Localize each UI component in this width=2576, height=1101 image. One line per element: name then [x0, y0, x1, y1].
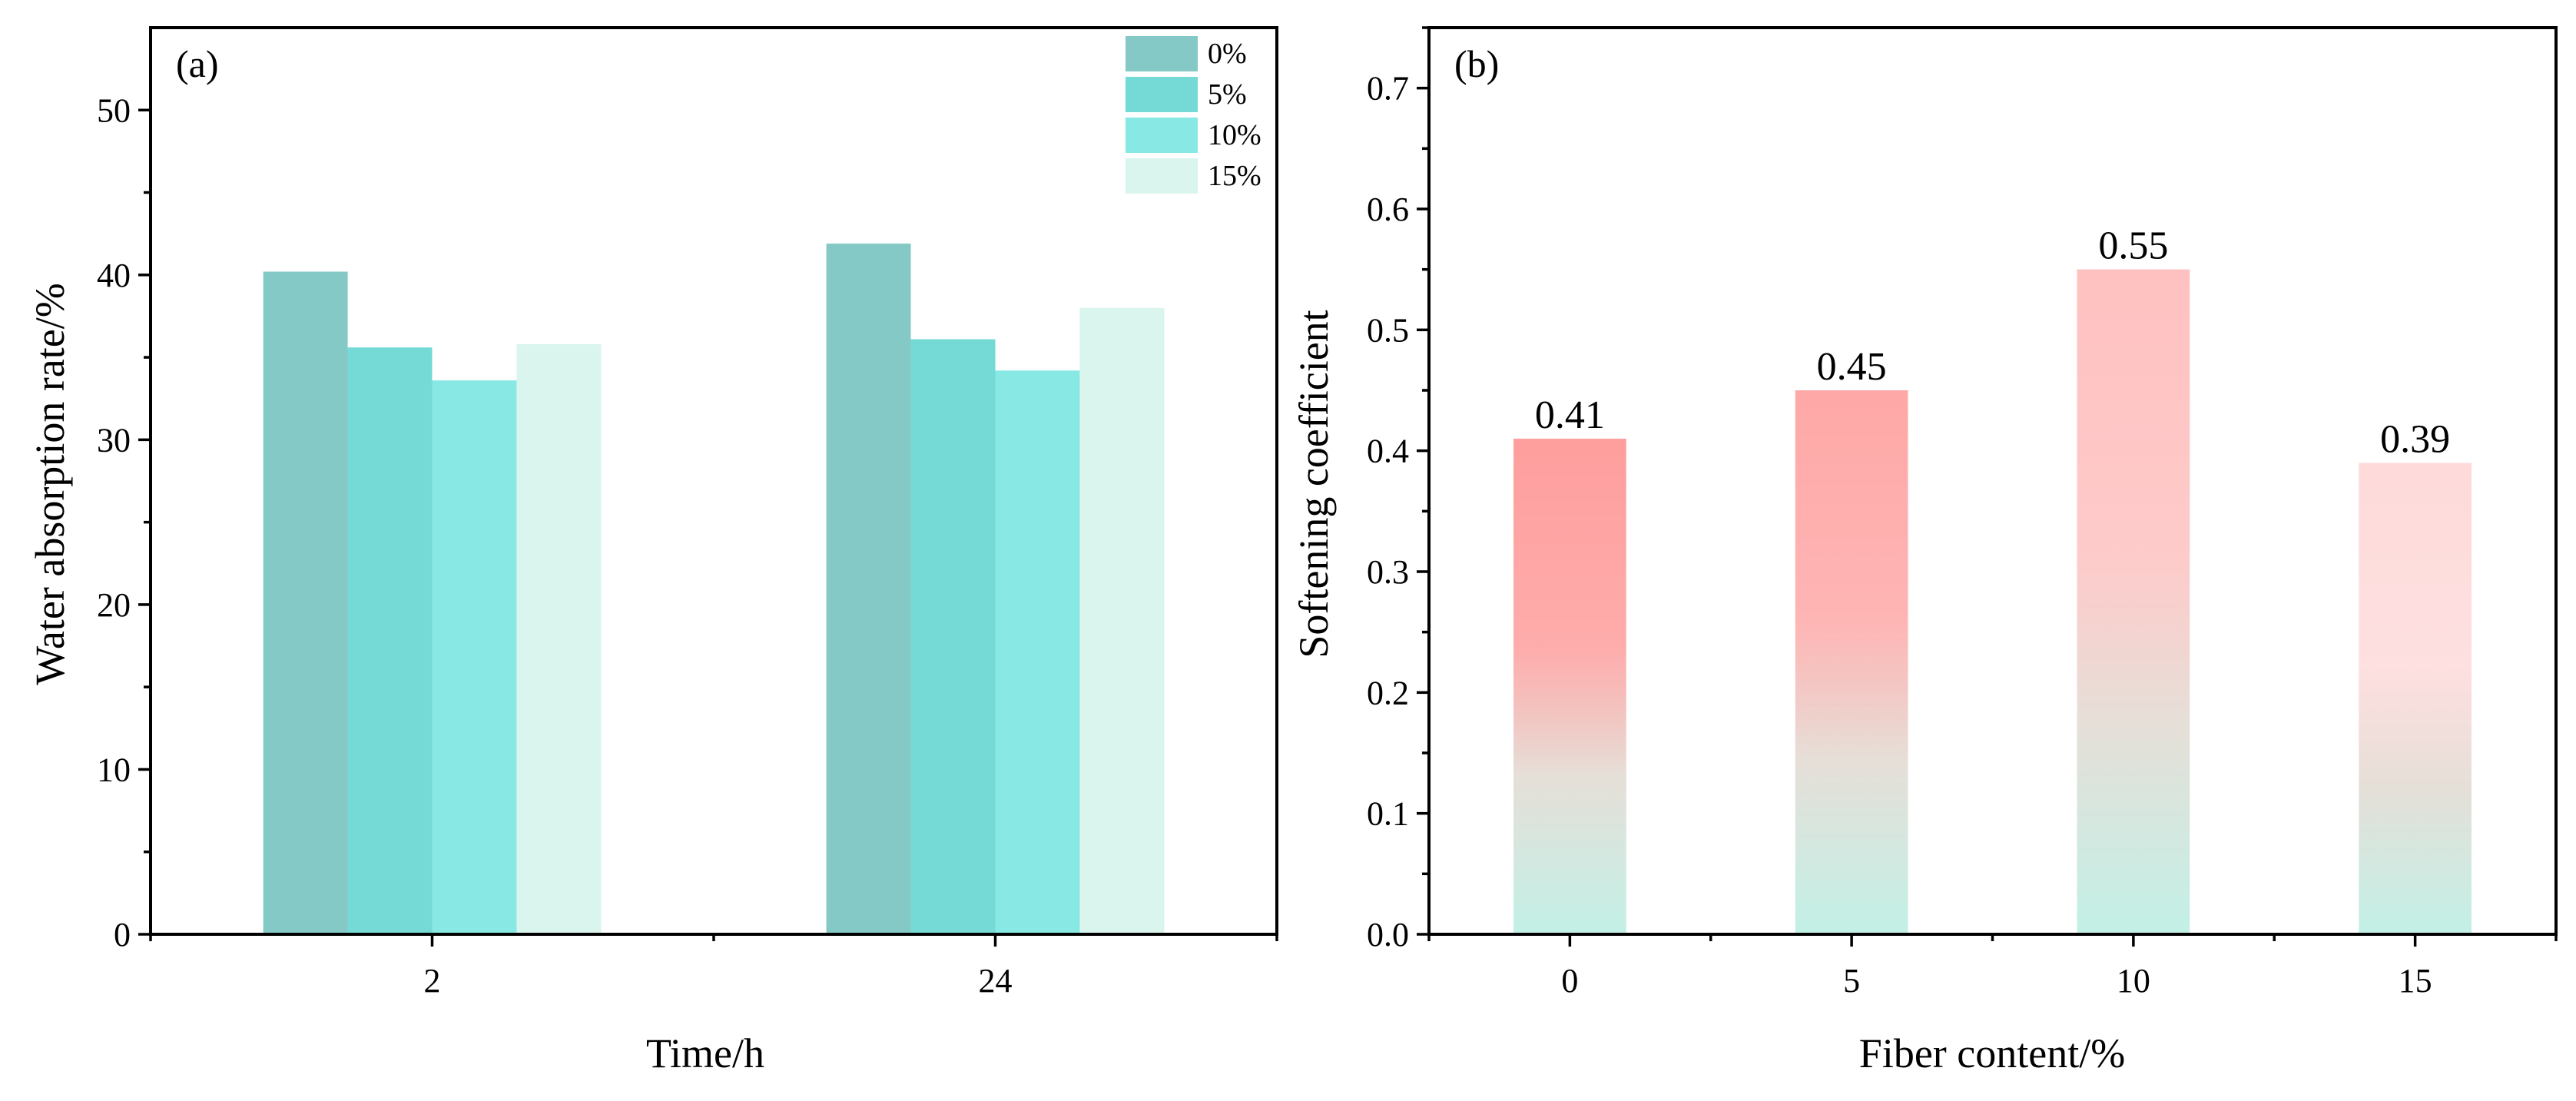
y-tick-label: 30 [97, 421, 131, 459]
legend-swatch-15pct [1126, 158, 1198, 194]
bar-5pct-2 [347, 347, 433, 935]
data-label: 0.41 [1535, 393, 1605, 437]
bar-15pct-2 [516, 343, 602, 935]
bar-15pct-24 [1079, 307, 1165, 934]
panel-label-a: (a) [176, 42, 219, 85]
x-tick-label: 10 [2117, 962, 2150, 1000]
data-label: 0.55 [2098, 224, 2168, 268]
legend-swatch-5pct [1126, 77, 1198, 112]
y-tick-label: 0.5 [1367, 311, 1409, 349]
bar-15 [2359, 463, 2472, 934]
y-tick-label: 0.0 [1367, 916, 1409, 953]
y-tick-label: 20 [97, 586, 131, 624]
y-tick-label: 0.6 [1367, 191, 1409, 228]
y-axis: 0.0 0.1 0.2 0.3 0.4 0.5 0.6 0.7 [1367, 26, 1429, 953]
bar-0 [1513, 438, 1626, 934]
y-axis: 0 10 20 30 40 50 [97, 91, 151, 953]
y-tick-label: 50 [97, 91, 131, 129]
bar-5 [1795, 390, 1908, 934]
x-tick-label: 24 [979, 962, 1013, 1000]
x-tick-label: 0 [1561, 962, 1578, 1000]
x-tick-label: 15 [2399, 962, 2432, 1000]
y-tick-label: 0.3 [1367, 553, 1409, 591]
bar-10pct-24 [995, 370, 1080, 935]
x-axis-title: Fiber content/% [1859, 1030, 2125, 1076]
legend: 0% 5% 10% 15% [1126, 36, 1261, 194]
softening-coefficient-chart: 0.410.450.550.39 0.00.10.20.30.40.50.60.… [1291, 26, 2558, 1076]
bar-10pct-2 [432, 380, 517, 934]
y-tick-label: 0.1 [1367, 795, 1409, 833]
bar-5pct-24 [910, 339, 996, 934]
y-tick-label: 0 [114, 916, 131, 953]
bar-0pct-2 [263, 271, 348, 934]
bars-group [263, 244, 1165, 935]
x-axis: 0 5 10 15 [1427, 934, 2558, 1000]
y-axis-title: Softening coefficient [1291, 310, 1337, 658]
x-axis: 2 24 [149, 934, 1278, 1000]
data-label: 0.45 [1817, 345, 1887, 389]
legend-label: 10% [1208, 119, 1261, 151]
y-tick-label: 0.7 [1367, 70, 1409, 108]
y-axis-title: Water absorption rate/% [27, 283, 73, 685]
legend-label: 5% [1208, 78, 1247, 111]
x-tick-label: 2 [424, 962, 441, 1000]
x-axis-title: Time/h [646, 1030, 764, 1076]
data-label: 0.39 [2380, 417, 2450, 461]
legend-label: 0% [1208, 38, 1247, 70]
bar-10 [2077, 269, 2190, 935]
bar-0pct-24 [826, 244, 911, 934]
y-tick-label: 0.4 [1367, 433, 1409, 470]
y-tick-label: 10 [97, 751, 131, 788]
panel-label-b: (b) [1454, 42, 1499, 85]
x-tick-label: 5 [1843, 962, 1860, 1000]
y-tick-label: 0.2 [1367, 674, 1409, 711]
bars-group: 0.41 0.45 0.55 0.39 [1513, 224, 2472, 935]
legend-swatch-10pct [1126, 118, 1198, 153]
legend-label: 15% [1208, 160, 1261, 192]
y-tick-label: 40 [97, 257, 131, 294]
water-absorption-chart: 0 10 20 30 40 50 2 24 (a) Water absorption rat… [27, 26, 1278, 1076]
legend-swatch-0pct [1126, 36, 1198, 71]
